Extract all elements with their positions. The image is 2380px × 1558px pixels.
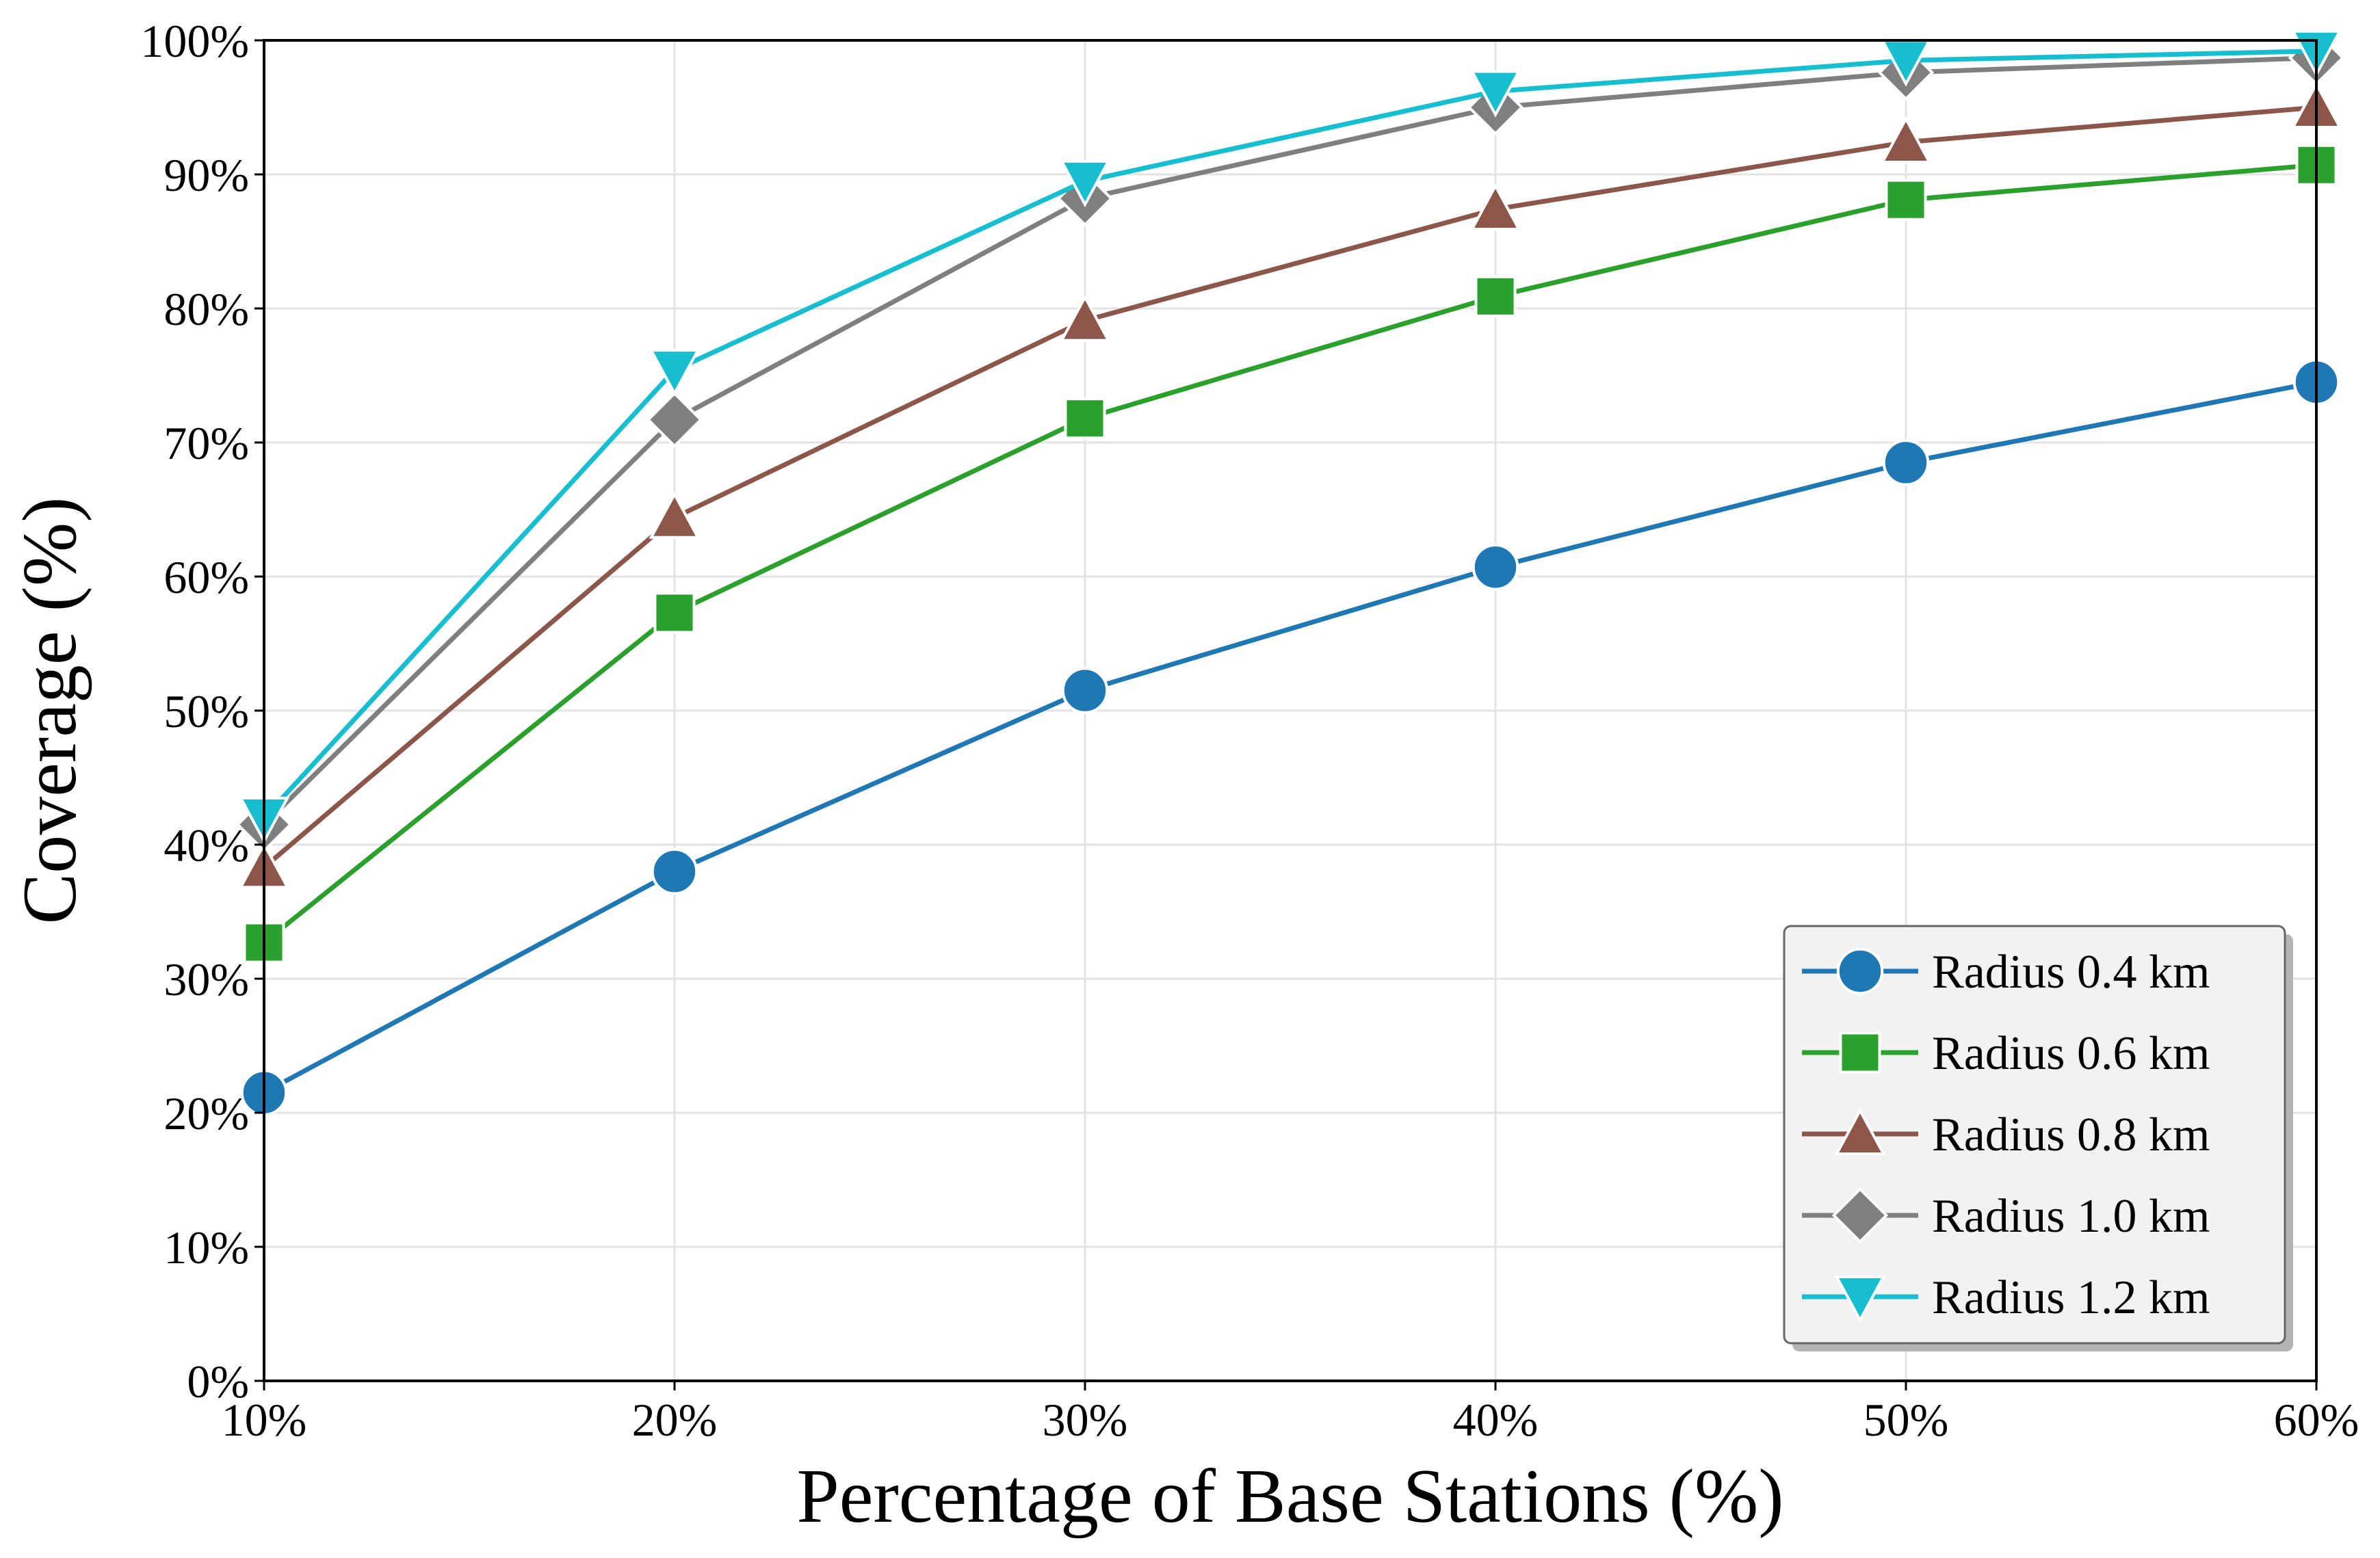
y-tick-label: 30% [164,953,249,1005]
legend-items: Radius 0.4 km Radius 0.6 km Radius 0.8 km R… [1802,946,2210,1324]
series-line [263,380,2317,1095]
legend-label: Radius 0.4 km [1932,946,2210,999]
x-tick-label: 50% [1864,1394,1949,1446]
y-tick-label: 50% [164,685,249,737]
y-tick-label: 70% [164,417,249,469]
legend-marker [1836,947,1884,995]
y-tick-label: 80% [164,283,249,335]
data-point [1472,544,1519,591]
data-point [651,847,698,895]
data-point [1059,294,1111,342]
x-axis-title: Percentage of Base Stations (%) [796,1454,1783,1539]
y-tick-label: 10% [164,1222,249,1273]
y-tick-label: 20% [164,1087,249,1139]
series-line [262,162,2317,945]
series-line [262,49,2317,820]
data-point [649,349,701,397]
legend-marker [1834,1276,1886,1323]
legend-label: Radius 0.6 km [1932,1027,2210,1080]
x-tick-label: 60% [2274,1394,2359,1446]
x-tick-label: 40% [1453,1394,1539,1446]
y-tick-label: 90% [164,149,249,201]
data-point [1880,116,1932,163]
legend-item: Radius 0.8 km [1802,1107,2210,1161]
data-point [1882,439,1930,486]
data-point [653,592,696,634]
x-tick-label: 10% [222,1394,307,1446]
y-tick-label: 40% [164,819,249,871]
data-point [649,491,701,539]
data-point [1059,159,1111,208]
data-point [1061,667,1109,714]
data-point [1474,275,1517,317]
series-2 [243,144,2338,964]
legend-label: Radius 0.8 km [1932,1109,2210,1161]
x-tick-label: 30% [1043,1394,1128,1446]
data-point [1064,397,1106,440]
legend-item: Radius 0.6 km [1802,1027,2210,1080]
legend-item: Radius 1.2 km [1802,1271,2210,1324]
legend-item: Radius 0.4 km [1802,946,2210,999]
axis-layer: 10% 20% 30% 40% 50% 60%0%10%20%30%40%50%60%70… [140,15,2359,1446]
y-tick-label: 100% [140,15,249,67]
legend-label: Radius 1.0 km [1932,1190,2210,1243]
y-axis-title: Coverage (%) [8,497,92,924]
legend-marker [1831,1187,1889,1244]
series-5 [238,29,2342,845]
series-3 [238,81,2342,889]
data-point [646,391,703,448]
series-line [262,55,2317,827]
y-tick-label: 60% [164,551,249,603]
x-tick-label: 20% [632,1394,718,1446]
legend-marker [1839,1031,1881,1074]
y-tick-label: 0% [187,1356,249,1408]
legend-box [1783,925,2286,1345]
data-point [1469,70,1521,118]
series-layer [235,29,2345,1116]
data-point [1469,183,1521,230]
legend: Radius 0.4 km Radius 0.6 km Radius 0.8 km R… [1783,925,2293,1351]
series-line [262,105,2317,869]
data-point [1885,179,1927,221]
legend-item: Radius 1.0 km [1802,1187,2210,1244]
legend-marker [1834,1107,1886,1155]
legend-label: Radius 1.2 km [1932,1271,2210,1324]
